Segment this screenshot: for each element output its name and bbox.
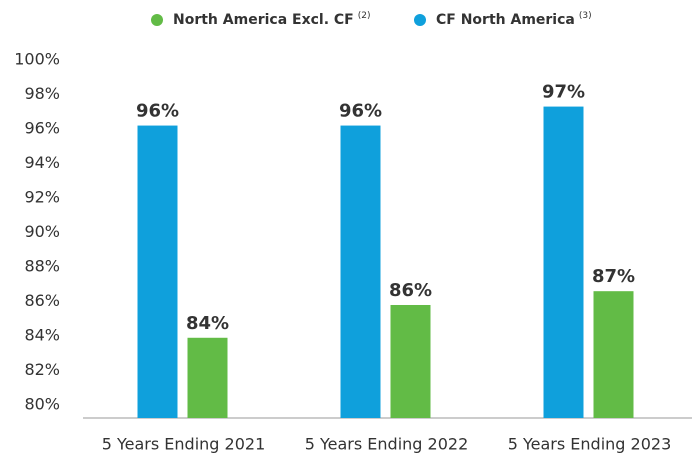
bar [593,291,634,418]
y-tick-label: 84% [24,326,60,345]
legend-note: (2) [358,11,371,21]
y-tick-label: 88% [24,257,60,276]
legend-label: North America Excl. CF (2) [173,11,371,29]
x-tick-label: 5 Years Ending 2021 [102,435,266,454]
y-tick-label: 80% [24,395,60,414]
y-tick-label: 94% [24,153,60,172]
value-label: 97% [542,82,585,103]
bar [543,106,584,418]
y-tick-label: 92% [24,188,60,207]
bar [390,304,431,418]
legend-name: CF North America [436,12,575,28]
bar [187,337,228,418]
y-tick-label: 98% [24,84,60,103]
value-label: 96% [339,101,382,122]
legend-note: (3) [579,11,592,21]
y-tick-label: 86% [24,291,60,310]
legend-marker [151,14,163,26]
y-tick-label: 96% [24,119,60,138]
bar [137,125,178,418]
x-tick-label: 5 Years Ending 2022 [305,435,469,454]
bar [340,125,381,418]
y-tick-label: 100% [14,50,60,69]
value-label: 86% [389,280,432,301]
legend-marker [414,14,426,26]
legend-label: CF North America (3) [436,11,592,29]
x-tick-label: 5 Years Ending 2023 [508,435,672,454]
value-label: 96% [136,101,179,122]
value-label: 87% [592,266,635,287]
legend-name: North America Excl. CF [173,12,354,28]
value-label: 84% [186,313,229,334]
y-tick-label: 82% [24,360,60,379]
y-tick-label: 90% [24,222,60,241]
